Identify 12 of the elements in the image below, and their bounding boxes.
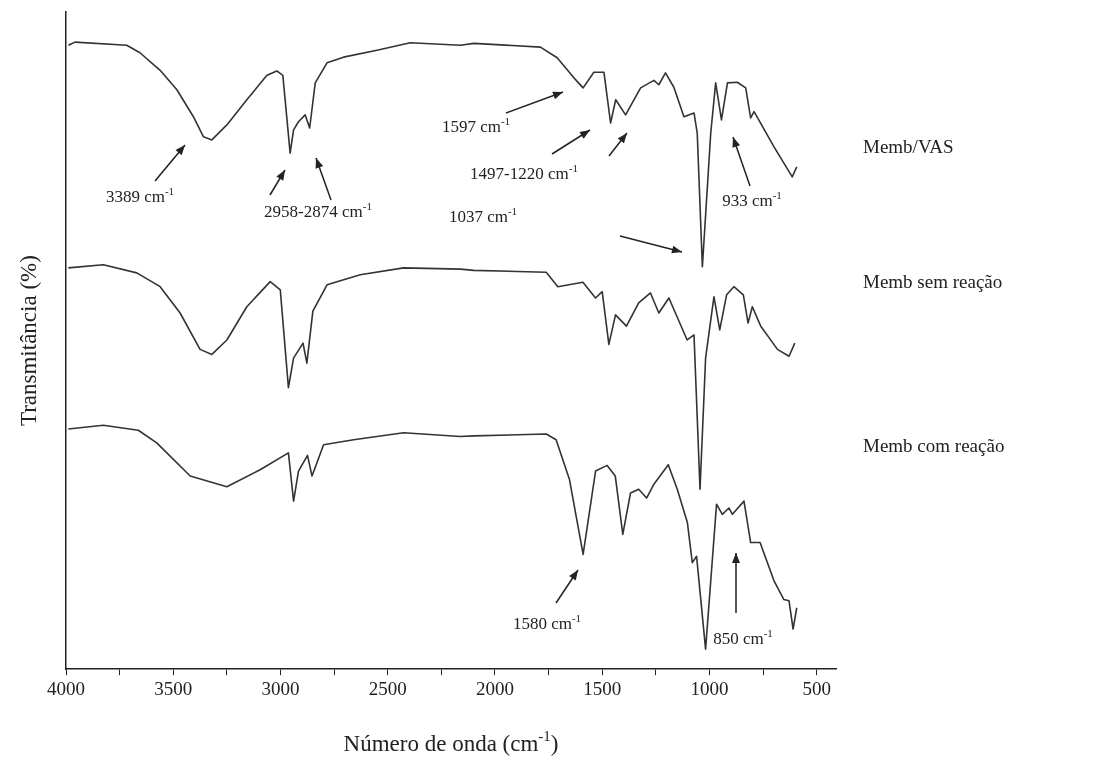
x-tick-label: 3500 bbox=[154, 677, 193, 699]
text: Memb/VAS bbox=[863, 135, 954, 157]
x-tick-label: 4000 bbox=[47, 677, 85, 699]
text: Memb sem reação bbox=[863, 270, 1003, 292]
x-tick-label: 1000 bbox=[690, 677, 729, 699]
x-tick-label: 500 bbox=[802, 677, 831, 699]
x-tick-label: 3000 bbox=[261, 677, 300, 699]
x-tick-label: 1500 bbox=[583, 677, 622, 699]
x-tick-label: 2500 bbox=[368, 677, 407, 699]
x-tick-label: 2000 bbox=[475, 677, 514, 699]
text: Memb com reação bbox=[863, 434, 1005, 456]
y-axis-title: Transmitância (%) bbox=[16, 255, 42, 427]
